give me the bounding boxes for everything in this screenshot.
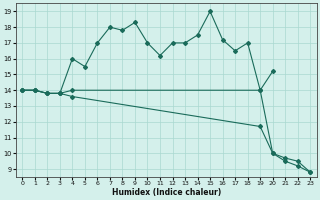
X-axis label: Humidex (Indice chaleur): Humidex (Indice chaleur) (112, 188, 221, 197)
